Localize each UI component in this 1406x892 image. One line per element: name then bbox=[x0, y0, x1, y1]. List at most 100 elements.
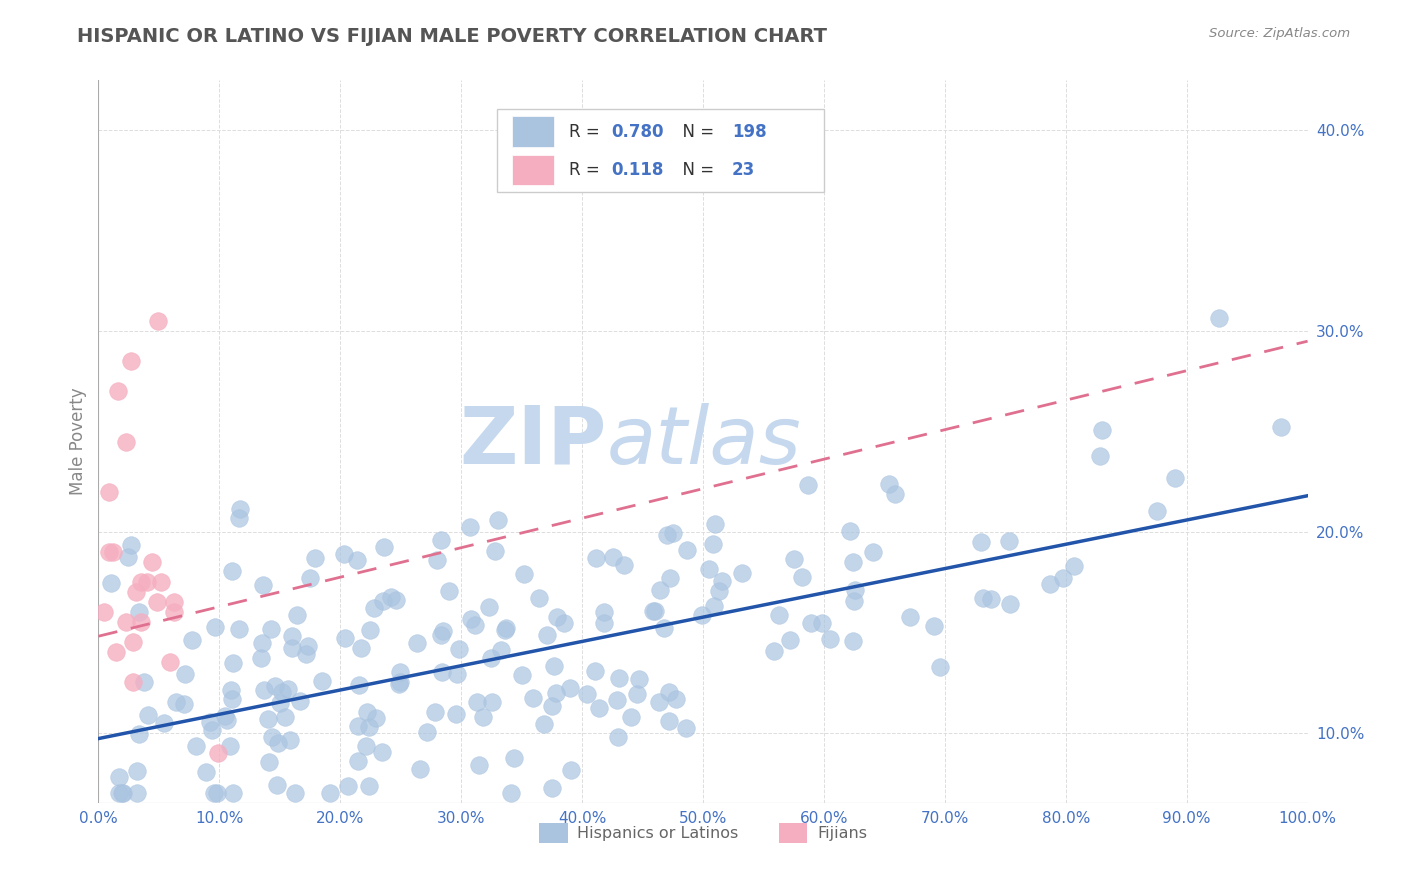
Point bbox=[295, 647, 318, 661]
Point bbox=[333, 547, 356, 561]
Point bbox=[274, 710, 297, 724]
Point bbox=[267, 736, 290, 750]
Point bbox=[128, 605, 150, 619]
Point bbox=[495, 621, 517, 635]
Point bbox=[117, 550, 139, 565]
Point bbox=[430, 628, 453, 642]
Text: R =: R = bbox=[569, 122, 605, 141]
Point bbox=[347, 719, 370, 733]
Point bbox=[884, 487, 907, 501]
Point bbox=[100, 575, 122, 590]
Point bbox=[202, 786, 225, 800]
Point bbox=[620, 710, 643, 724]
Point bbox=[356, 706, 378, 720]
Point bbox=[204, 620, 226, 634]
Point bbox=[115, 434, 138, 449]
Point bbox=[486, 513, 509, 527]
Point bbox=[107, 384, 129, 399]
Point bbox=[207, 746, 229, 760]
Point bbox=[127, 764, 149, 778]
Point bbox=[1063, 559, 1085, 574]
Text: ZIP: ZIP bbox=[458, 402, 606, 481]
Point bbox=[655, 528, 678, 542]
FancyBboxPatch shape bbox=[498, 109, 824, 193]
Text: 0.118: 0.118 bbox=[612, 161, 664, 179]
Point bbox=[281, 629, 304, 643]
Point bbox=[120, 354, 142, 368]
Point bbox=[221, 564, 243, 578]
Point bbox=[269, 697, 291, 711]
Point bbox=[184, 739, 207, 754]
Point bbox=[460, 612, 482, 626]
Point bbox=[297, 640, 319, 654]
Point bbox=[494, 624, 516, 638]
Point bbox=[546, 610, 568, 624]
Text: HISPANIC OR LATINO VS FIJIAN MALE POVERTY CORRELATION CHART: HISPANIC OR LATINO VS FIJIAN MALE POVERT… bbox=[77, 27, 827, 45]
Y-axis label: Male Poverty: Male Poverty bbox=[69, 388, 87, 495]
Point bbox=[970, 534, 993, 549]
Point bbox=[337, 779, 360, 793]
Point bbox=[228, 622, 250, 636]
Point bbox=[484, 543, 506, 558]
Point bbox=[194, 765, 217, 780]
Point bbox=[800, 616, 823, 631]
Point bbox=[458, 520, 481, 534]
Point bbox=[792, 570, 814, 584]
Point bbox=[606, 693, 628, 707]
Point bbox=[114, 615, 136, 630]
Point bbox=[257, 755, 280, 769]
Text: 198: 198 bbox=[733, 122, 766, 141]
Point bbox=[134, 674, 156, 689]
Point bbox=[444, 707, 467, 722]
Point bbox=[447, 642, 470, 657]
Point bbox=[347, 678, 370, 692]
Point bbox=[707, 583, 730, 598]
Point bbox=[346, 552, 368, 566]
Point bbox=[782, 552, 804, 566]
Text: atlas: atlas bbox=[606, 402, 801, 481]
Point bbox=[385, 593, 408, 607]
Point bbox=[659, 570, 682, 584]
Point bbox=[862, 545, 884, 559]
Point bbox=[111, 786, 134, 800]
Point bbox=[702, 536, 724, 550]
Point bbox=[510, 668, 533, 682]
Point bbox=[98, 545, 121, 559]
Point bbox=[583, 664, 606, 678]
Point bbox=[499, 786, 522, 800]
Point bbox=[409, 763, 432, 777]
Point bbox=[149, 575, 172, 590]
Point bbox=[839, 524, 862, 538]
Point bbox=[692, 608, 714, 623]
Point bbox=[388, 675, 411, 690]
Point bbox=[270, 685, 292, 699]
Point bbox=[779, 633, 801, 648]
Point bbox=[222, 786, 245, 800]
Point bbox=[107, 786, 129, 800]
Point bbox=[575, 687, 598, 701]
Point bbox=[641, 604, 664, 618]
Point bbox=[593, 605, 616, 619]
Point bbox=[703, 517, 725, 532]
Point bbox=[658, 685, 681, 699]
Point bbox=[998, 533, 1021, 548]
Point bbox=[842, 555, 865, 569]
Point bbox=[425, 706, 447, 720]
Point bbox=[540, 699, 562, 714]
Point bbox=[165, 695, 187, 709]
Point bbox=[585, 551, 607, 566]
Point bbox=[153, 716, 176, 731]
Point bbox=[256, 712, 278, 726]
Point bbox=[218, 739, 240, 754]
Point bbox=[544, 686, 567, 700]
Point bbox=[388, 676, 411, 690]
Point bbox=[319, 786, 342, 800]
Point bbox=[354, 739, 377, 753]
Point bbox=[284, 786, 307, 800]
Point bbox=[250, 650, 273, 665]
Point bbox=[205, 786, 228, 800]
Point bbox=[122, 635, 145, 649]
Point bbox=[481, 696, 503, 710]
Point bbox=[465, 695, 488, 709]
Point bbox=[1052, 571, 1074, 585]
